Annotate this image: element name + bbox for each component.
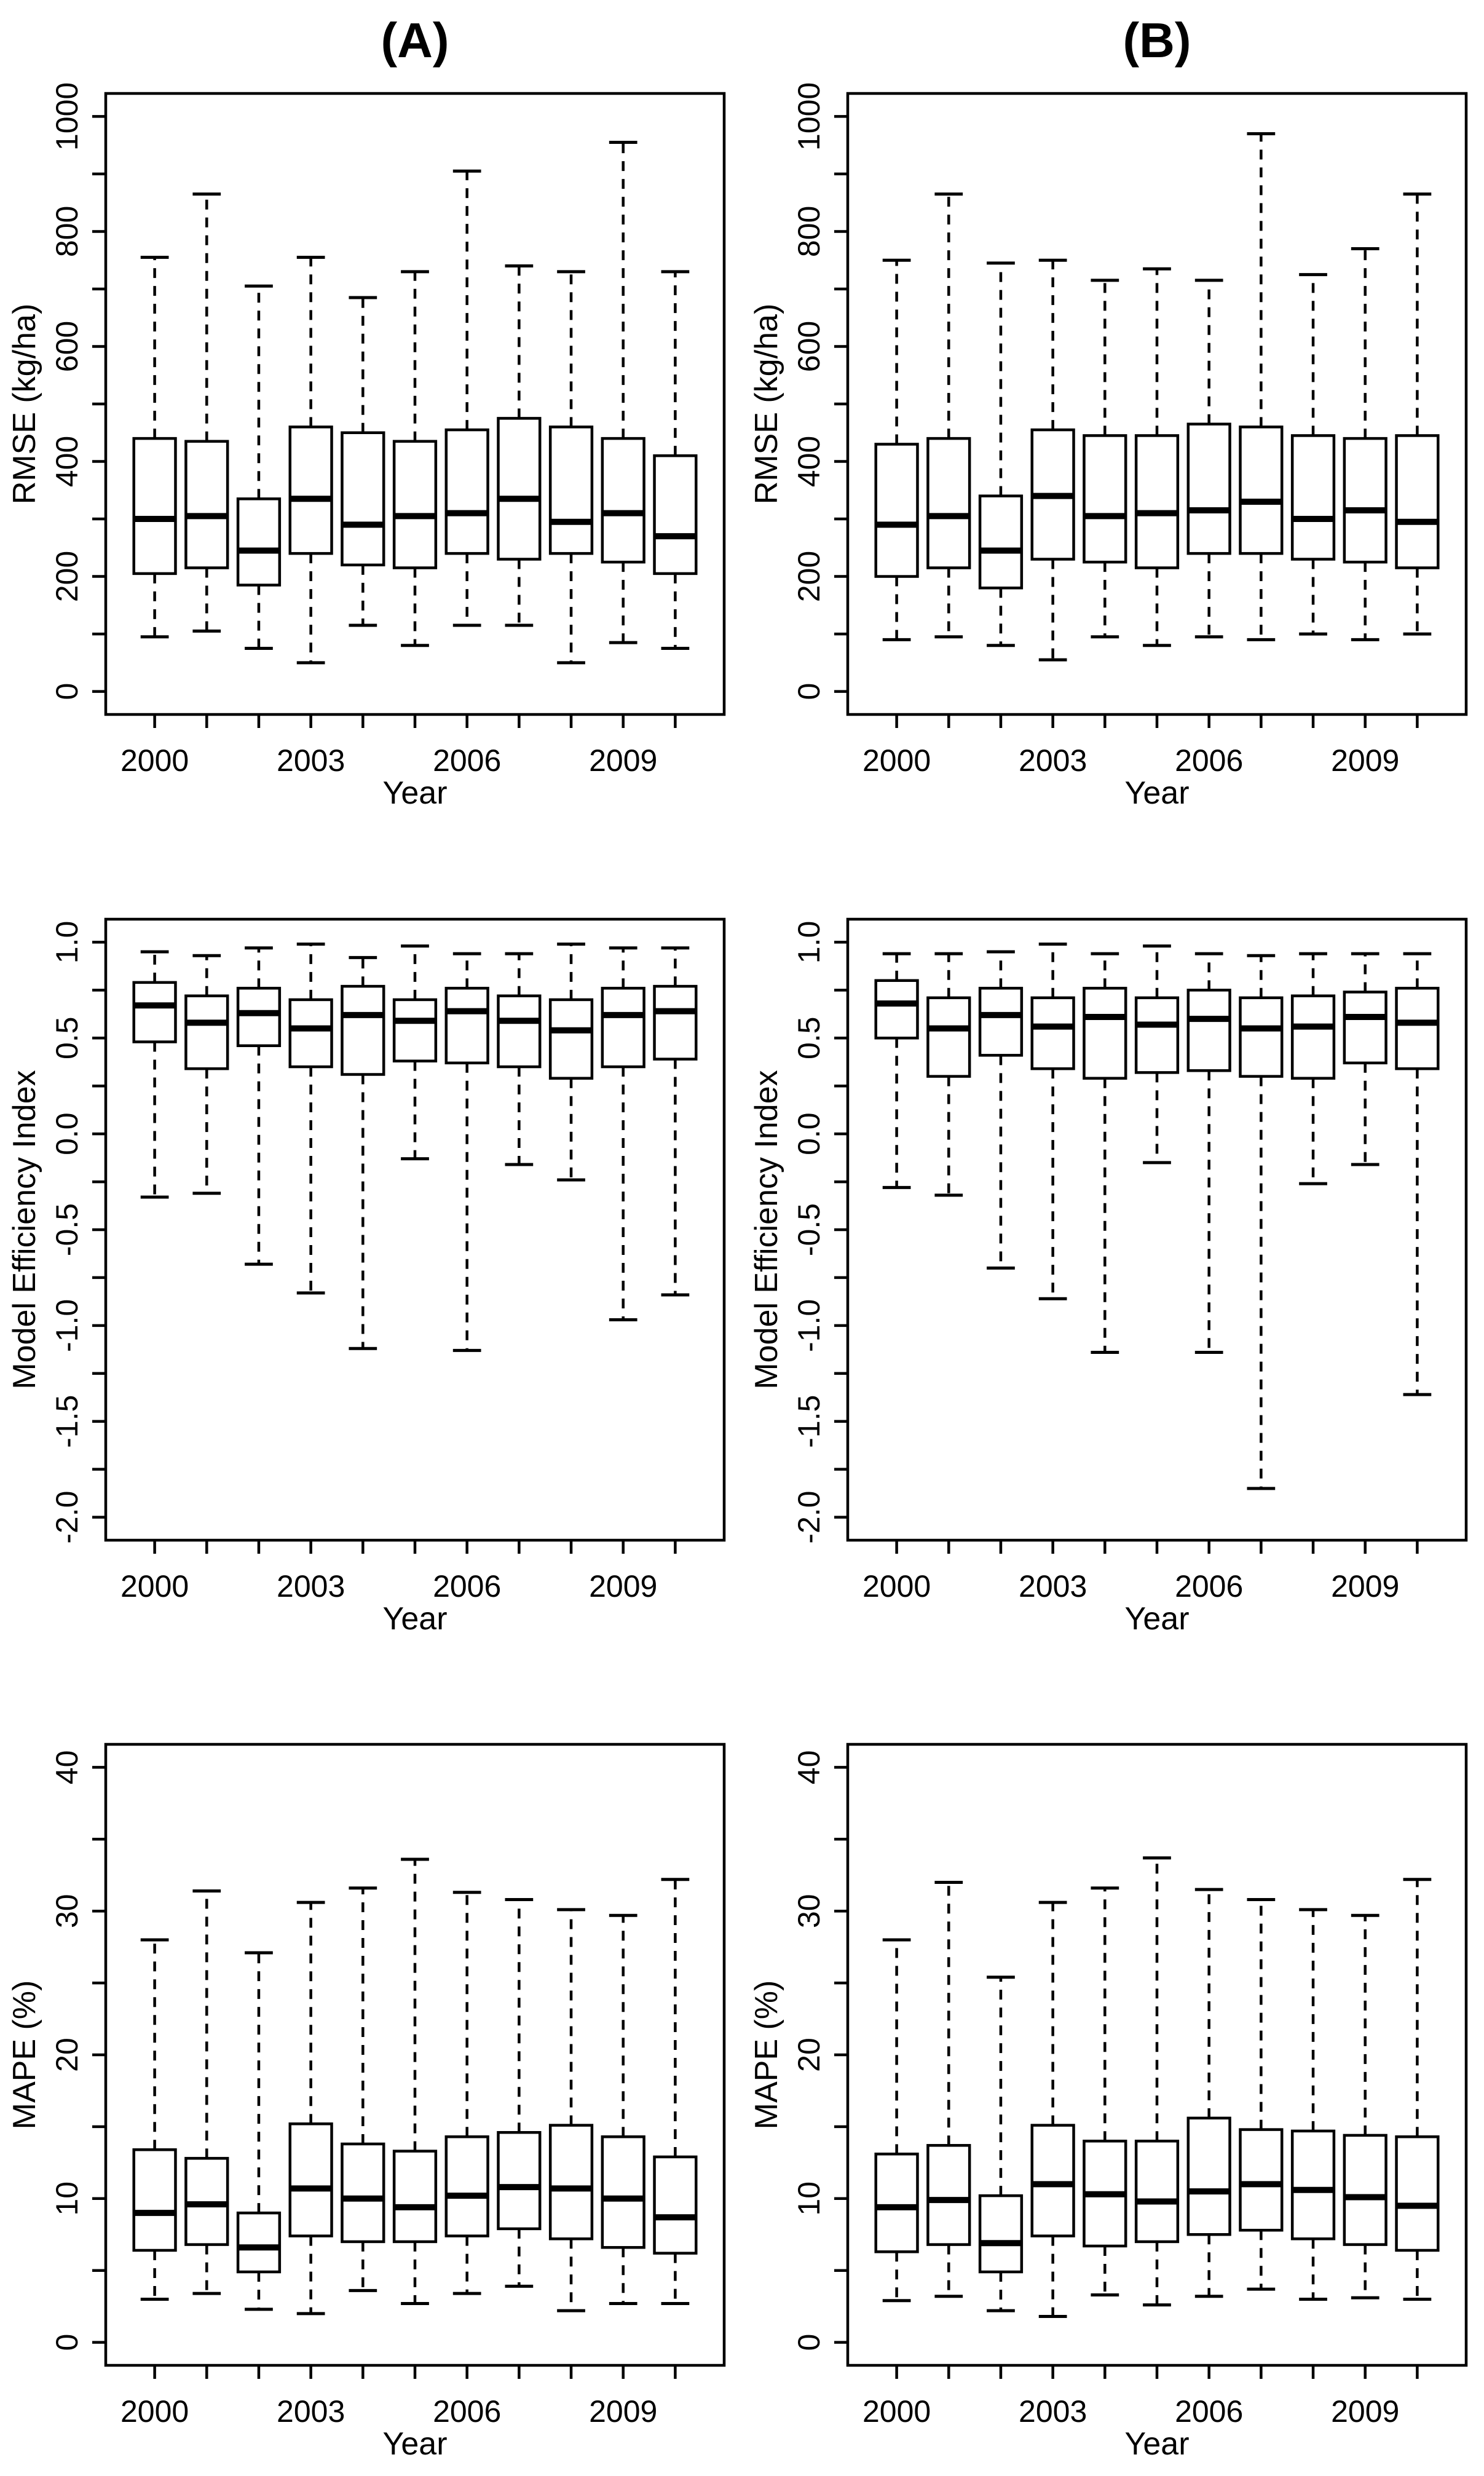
boxplot-svg-mape-B: 0 10 20 30 40 2000 2003 2006 2009 bbox=[792, 1742, 1468, 2429]
svg-text:0: 0 bbox=[50, 2334, 84, 2351]
svg-text:30: 30 bbox=[792, 1894, 826, 1928]
svg-text:200: 200 bbox=[50, 551, 84, 602]
svg-text:2003: 2003 bbox=[1019, 2394, 1087, 2429]
svg-text:400: 400 bbox=[792, 436, 826, 487]
svg-text:1000: 1000 bbox=[792, 82, 826, 151]
svg-text:2006: 2006 bbox=[1175, 1569, 1243, 1604]
svg-text:30: 30 bbox=[50, 1894, 84, 1928]
panel-rmse-B: (B) RMSE (kg/ha) Year 0 200 400 600 800 1000 2… bbox=[742, 0, 1484, 826]
svg-text:1000: 1000 bbox=[50, 82, 84, 151]
svg-text:0.5: 0.5 bbox=[50, 1017, 84, 1060]
svg-text:40: 40 bbox=[50, 1750, 84, 1785]
panel-mei-A: Model Efficiency Index Year -2.0 -1.5 -1.0… bbox=[0, 826, 742, 1651]
svg-text:0: 0 bbox=[792, 2334, 826, 2351]
svg-text:2000: 2000 bbox=[862, 2394, 931, 2429]
svg-text:400: 400 bbox=[50, 436, 84, 487]
x-axis-label-rmse-B: Year bbox=[1124, 775, 1190, 811]
svg-text:2009: 2009 bbox=[1331, 2394, 1399, 2429]
svg-text:2006: 2006 bbox=[433, 1569, 501, 1604]
svg-text:0: 0 bbox=[792, 683, 826, 700]
svg-text:0.5: 0.5 bbox=[792, 1017, 826, 1060]
svg-text:40: 40 bbox=[792, 1750, 826, 1785]
panel-title-B: (B) bbox=[1123, 13, 1191, 68]
svg-text:0.0: 0.0 bbox=[50, 1112, 84, 1155]
boxplot-svg-rmse-B: 0 200 400 600 800 1000 2000 2003 2006 2009 bbox=[792, 82, 1468, 778]
svg-text:600: 600 bbox=[792, 321, 826, 372]
svg-text:10: 10 bbox=[50, 2181, 84, 2216]
svg-text:2000: 2000 bbox=[862, 743, 931, 778]
x-axis-label-rmse-A: Year bbox=[382, 775, 448, 811]
boxplot-svg-mape-A: 0 10 20 30 40 2000 2003 2006 2009 bbox=[50, 1742, 726, 2429]
svg-text:2000: 2000 bbox=[862, 1569, 931, 1604]
svg-text:1.0: 1.0 bbox=[50, 921, 84, 964]
svg-text:2006: 2006 bbox=[1175, 2394, 1243, 2429]
svg-text:-2.0: -2.0 bbox=[792, 1491, 826, 1544]
svg-text:2009: 2009 bbox=[589, 743, 657, 778]
panel-title-A: (A) bbox=[381, 13, 449, 68]
svg-text:2003: 2003 bbox=[277, 2394, 345, 2429]
svg-text:2009: 2009 bbox=[589, 1569, 657, 1604]
svg-text:2003: 2003 bbox=[1019, 1569, 1087, 1604]
svg-text:20: 20 bbox=[792, 2038, 826, 2072]
svg-text:2000: 2000 bbox=[120, 2394, 189, 2429]
svg-text:800: 800 bbox=[50, 206, 84, 257]
svg-text:2006: 2006 bbox=[433, 743, 501, 778]
svg-text:-2.0: -2.0 bbox=[50, 1491, 84, 1544]
svg-text:2009: 2009 bbox=[589, 2394, 657, 2429]
svg-text:2009: 2009 bbox=[1331, 743, 1399, 778]
svg-text:2003: 2003 bbox=[277, 1569, 345, 1604]
svg-text:2000: 2000 bbox=[120, 1569, 189, 1604]
svg-text:800: 800 bbox=[792, 206, 826, 257]
svg-text:0: 0 bbox=[50, 683, 84, 700]
svg-text:2009: 2009 bbox=[1331, 1569, 1399, 1604]
svg-text:-1.0: -1.0 bbox=[50, 1299, 84, 1352]
svg-text:-1.5: -1.5 bbox=[792, 1395, 826, 1448]
svg-text:2003: 2003 bbox=[277, 743, 345, 778]
svg-text:20: 20 bbox=[50, 2038, 84, 2072]
svg-text:2000: 2000 bbox=[120, 743, 189, 778]
x-axis-label-mei-A: Year bbox=[382, 1601, 448, 1637]
svg-text:2006: 2006 bbox=[433, 2394, 501, 2429]
panel-mei-B: Model Efficiency Index Year -2.0 -1.5 -1.0… bbox=[742, 826, 1484, 1651]
x-axis-label-mape-B: Year bbox=[1124, 2426, 1190, 2462]
x-axis-label-mei-B: Year bbox=[1124, 1601, 1190, 1637]
boxplot-svg-mei-A: -2.0 -1.5 -1.0 -0.5 0.0 0.5 1.0 2000 2003 2006 200… bbox=[50, 917, 726, 1604]
svg-text:1.0: 1.0 bbox=[792, 921, 826, 964]
panel-rmse-A: (A) RMSE (kg/ha) Year 0 200 400 600 800 1000 2… bbox=[0, 0, 742, 826]
svg-text:2006: 2006 bbox=[1175, 743, 1243, 778]
svg-text:200: 200 bbox=[792, 551, 826, 602]
svg-text:600: 600 bbox=[50, 321, 84, 372]
svg-text:-1.5: -1.5 bbox=[50, 1395, 84, 1448]
panel-mape-B: MAPE (%) Year 0 10 20 30 40 2000 2003 2006 2009 bbox=[742, 1651, 1484, 2476]
svg-text:0.0: 0.0 bbox=[792, 1112, 826, 1155]
boxplot-svg-mei-B: -2.0 -1.5 -1.0 -0.5 0.0 0.5 1.0 2000 2003 2006 200… bbox=[792, 917, 1468, 1604]
x-axis-label-mape-A: Year bbox=[382, 2426, 448, 2462]
svg-text:10: 10 bbox=[792, 2181, 826, 2216]
svg-text:-0.5: -0.5 bbox=[50, 1203, 84, 1256]
svg-text:-0.5: -0.5 bbox=[792, 1203, 826, 1256]
boxplot-svg-rmse-A: 0 200 400 600 800 1000 2000 2003 2006 2009 bbox=[50, 82, 726, 778]
svg-text:-1.0: -1.0 bbox=[792, 1299, 826, 1352]
svg-text:2003: 2003 bbox=[1019, 743, 1087, 778]
panel-mape-A: MAPE (%) Year 0 10 20 30 40 2000 2003 2006 2009 bbox=[0, 1651, 742, 2476]
